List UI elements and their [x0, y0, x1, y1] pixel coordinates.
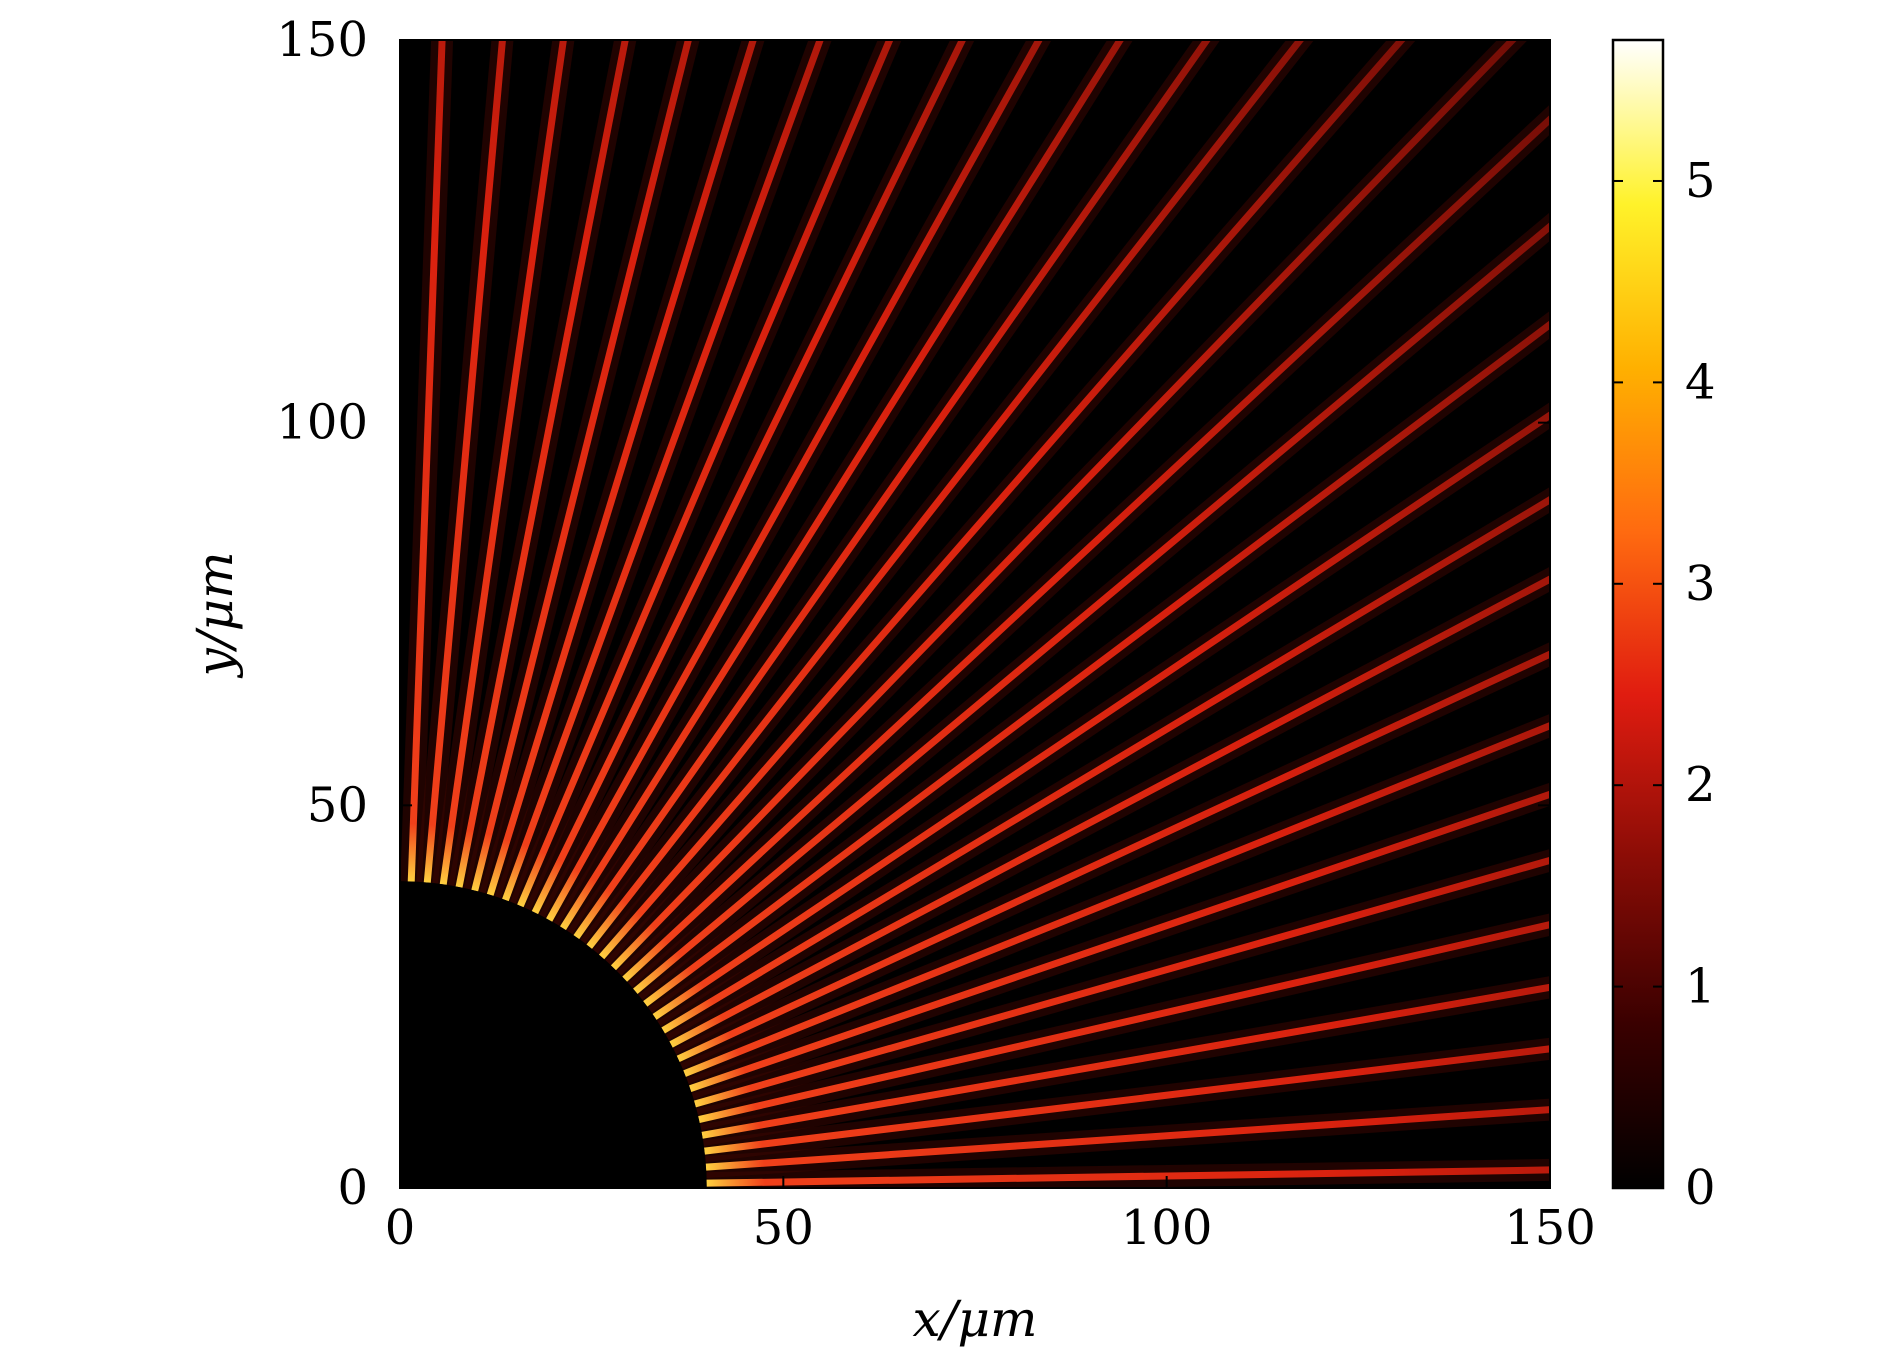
y-tick-label: 100: [276, 395, 368, 451]
x-tick-label: 0: [385, 1200, 416, 1256]
y-tick-label: 0: [337, 1160, 368, 1216]
colorbar-tick-label: 4: [1685, 354, 1716, 410]
colorbar-gradient: [1613, 40, 1663, 1188]
ray: [633, 221, 1550, 994]
dark-disk: [400, 881, 707, 1188]
ray: [705, 1106, 1550, 1171]
ray: [598, 40, 1407, 960]
ray: [669, 575, 1550, 1048]
colorbar-tick-label: 3: [1685, 556, 1716, 612]
y-axis-label: y/μm: [186, 552, 244, 679]
ray: [471, 40, 692, 892]
ray: [573, 40, 1212, 940]
colorbar-tick-label: 1: [1685, 959, 1716, 1015]
ray: [704, 1045, 1550, 1155]
ray: [531, 40, 967, 915]
plot-frame: [399, 39, 1551, 1189]
ray: [423, 40, 506, 883]
ray: [652, 411, 1550, 1020]
ray-layer: [400, 40, 1550, 1188]
ray: [559, 40, 1125, 931]
ray: [698, 921, 1550, 1123]
colorbar-tick-label: 2: [1685, 757, 1716, 813]
ray: [622, 114, 1550, 982]
ray: [706, 1166, 1550, 1187]
ray: [517, 40, 894, 908]
ray: [701, 983, 1550, 1139]
ray: [688, 790, 1550, 1092]
ray: [502, 40, 824, 902]
ray: [439, 40, 567, 885]
x-axis: 0 50 100 150: [385, 40, 1596, 1256]
ray: [610, 40, 1518, 971]
ray: [586, 40, 1305, 949]
ray: [693, 856, 1550, 1108]
ray: [486, 40, 757, 896]
x-tick-label: 150: [1504, 1200, 1596, 1256]
ray: [546, 40, 1043, 922]
ray: [683, 721, 1550, 1077]
ray: [455, 40, 629, 888]
plot-area: [399, 39, 1551, 1189]
y-tick-label: 50: [307, 777, 368, 833]
ray: [661, 495, 1550, 1034]
ray: [676, 650, 1550, 1063]
x-axis-label: x/μm: [913, 1290, 1038, 1348]
colorbar-tick-label: 0: [1685, 1160, 1716, 1216]
colorbar-ticks: 0 1 2 3 4 5: [1613, 153, 1716, 1216]
colorbar-tick-label: 5: [1685, 153, 1716, 209]
y-axis: 0 50 100 150: [276, 12, 1550, 1216]
ray: [643, 320, 1550, 1007]
x-tick-label: 100: [1121, 1200, 1213, 1256]
y-tick-label: 150: [276, 12, 368, 68]
colorbar-frame: [1611, 38, 1665, 1190]
ray: [407, 40, 446, 882]
colorbar: 0 1 2 3 4 5: [1611, 38, 1716, 1216]
x-tick-label: 50: [753, 1200, 814, 1256]
